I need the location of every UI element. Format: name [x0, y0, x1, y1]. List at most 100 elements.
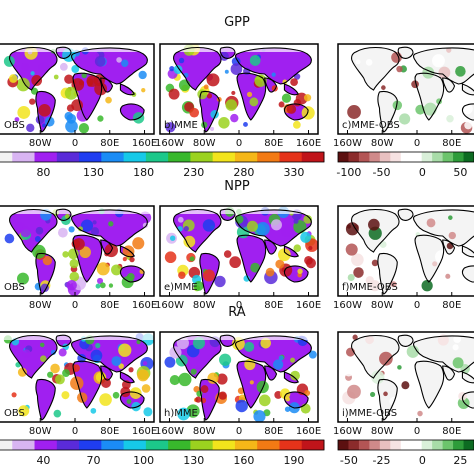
colorbar-swatch — [56, 152, 80, 162]
field-blob — [347, 273, 355, 282]
field-blob — [446, 114, 454, 123]
field-blob — [22, 349, 31, 359]
field-blob — [61, 391, 70, 400]
lon-tick-label: 80W — [29, 300, 52, 311]
field-blob — [371, 370, 385, 384]
field-blob — [183, 226, 189, 232]
field-blob — [370, 391, 376, 398]
field-blob — [62, 369, 70, 378]
field-blob — [390, 281, 397, 288]
field-blob — [230, 63, 243, 76]
field-blob — [164, 356, 176, 368]
field-blob — [203, 84, 209, 90]
field-blob — [143, 407, 153, 417]
colorbar-swatch — [358, 440, 370, 450]
field-blob — [14, 117, 20, 122]
field-blob — [406, 345, 420, 358]
field-blob — [131, 401, 141, 412]
colorbar-swatch — [123, 152, 147, 162]
field-blob — [169, 374, 180, 386]
lon-tick-label: 160W — [155, 300, 184, 311]
field-blob — [189, 107, 200, 118]
map-panel: c)MME-OBS160W80W080E160E — [333, 43, 474, 149]
field-blob — [142, 361, 148, 366]
lon-tick-label: 80W — [371, 300, 394, 311]
colorbar-tick-label: 40 — [36, 454, 50, 467]
field-blob — [99, 393, 112, 406]
field-blob — [35, 115, 45, 125]
field-blob — [206, 73, 220, 87]
colorbar-swatch — [212, 440, 236, 450]
field-blob — [435, 250, 449, 264]
map-panel: e)MME 160W 80W 0 80E 160E — [155, 205, 321, 311]
map-panel: f)MME-OBS160W80W080E160E — [333, 205, 474, 311]
colorbar-swatch — [369, 152, 381, 162]
field-blob — [275, 259, 285, 269]
colorbar-swatch — [301, 440, 325, 450]
lon-tick-label: 80W — [29, 138, 52, 149]
colorbar-tick-label: -100 — [336, 166, 361, 179]
field-blob — [105, 96, 112, 104]
map-panel: h)MME 160W 80W 0 80E 160E — [155, 331, 321, 437]
lon-tick-label: 80E — [442, 300, 461, 311]
lon-tick-label: 0 — [72, 300, 78, 311]
field-blob — [136, 339, 141, 345]
field-blob — [297, 272, 302, 278]
field-blob — [69, 258, 79, 269]
field-blob — [193, 281, 204, 291]
field-blob — [207, 372, 219, 384]
colorbar-tick-label: 0 — [419, 454, 426, 467]
field-blob — [258, 394, 271, 407]
field-blob — [379, 351, 393, 366]
field-blob — [243, 275, 250, 282]
lon-tick-label: 0 — [72, 138, 78, 149]
colorbar-frame — [337, 151, 474, 163]
colorbar-swatch — [190, 440, 214, 450]
field-blob — [365, 335, 374, 345]
field-blob — [42, 123, 47, 128]
field-blob — [66, 279, 77, 291]
field-blob — [202, 219, 216, 232]
colorbar-tick-label: 25 — [453, 454, 467, 467]
colorbar-swatch — [369, 440, 381, 450]
lon-tick-label: 0 — [236, 426, 242, 437]
field-blob — [209, 126, 215, 131]
field-blob — [304, 390, 311, 396]
ice-band — [160, 206, 318, 214]
colorbar-tick-label: 50 — [453, 166, 467, 179]
field-blob — [96, 262, 110, 276]
field-blob — [278, 101, 285, 108]
colorbar-swatch — [379, 440, 391, 450]
field-blob — [58, 348, 67, 357]
colorbar-swatch — [463, 440, 474, 450]
lon-tick-label: 80E — [264, 426, 283, 437]
field-blob — [253, 410, 266, 422]
field-blob — [64, 213, 70, 219]
colorbar-swatch — [411, 152, 423, 162]
field-blob — [290, 370, 300, 381]
field-blob — [195, 396, 202, 403]
colorbar-tick-label: 280 — [233, 166, 254, 179]
field-blob — [265, 267, 275, 277]
ice-band — [0, 44, 154, 52]
field-blob — [57, 227, 68, 238]
field-blob — [54, 374, 65, 385]
field-blob — [90, 407, 97, 414]
field-blob — [68, 248, 79, 260]
field-blob — [383, 391, 388, 397]
colorbar-tick-label: -50 — [373, 166, 391, 179]
field-blob — [34, 236, 41, 242]
colorbar-swatch — [145, 440, 169, 450]
field-blob — [38, 104, 51, 117]
field-blob — [169, 235, 176, 241]
lon-tick-label: 0 — [72, 426, 78, 437]
field-blob — [178, 57, 185, 64]
continents — [0, 44, 154, 134]
field-blob — [32, 244, 46, 259]
lon-tick-label: 80E — [442, 138, 461, 149]
colorbar-frame — [337, 439, 474, 451]
lon-tick-label: 160W — [333, 138, 362, 149]
field-blob — [308, 350, 317, 359]
field-blob — [90, 227, 100, 236]
map-panel: OBS 80W 0 80E 160E — [0, 331, 157, 437]
